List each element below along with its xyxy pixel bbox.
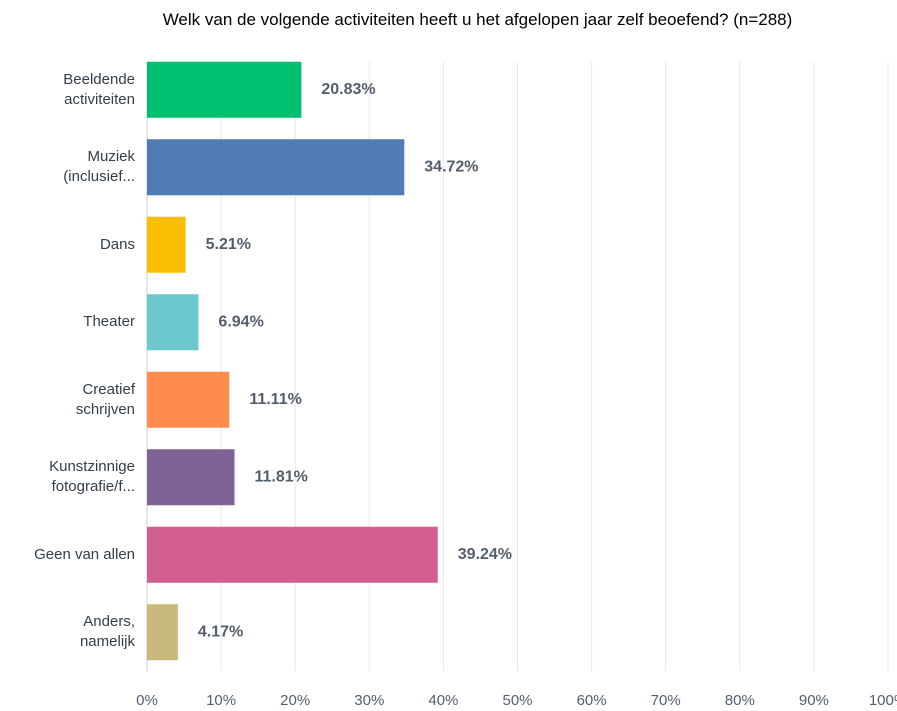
y-tick-label: Theater xyxy=(83,313,135,331)
x-tick-label: 70% xyxy=(651,692,681,709)
bar xyxy=(147,294,199,351)
y-tick-label: Anders, namelijk xyxy=(79,613,135,651)
value-label: 4.17% xyxy=(198,623,243,640)
x-tick-label: 0% xyxy=(136,692,158,709)
value-label: 5.21% xyxy=(206,236,251,253)
x-tick-label: 20% xyxy=(280,692,310,709)
y-tick-label: Kunstzinnige fotografie/f... xyxy=(49,458,135,496)
bar xyxy=(147,449,235,506)
bar xyxy=(147,139,405,196)
bar xyxy=(147,604,178,661)
value-label: 34.72% xyxy=(424,158,478,175)
bar xyxy=(147,526,438,583)
x-tick-label: 50% xyxy=(502,692,532,709)
y-tick-label: Dans xyxy=(99,235,135,253)
bar xyxy=(147,61,302,118)
x-tick-label: 30% xyxy=(354,692,384,709)
chart-title: Welk van de volgende activiteiten heeft … xyxy=(162,10,793,29)
value-label: 20.83% xyxy=(321,81,375,98)
value-label: 6.94% xyxy=(218,313,263,330)
x-tick-label: 80% xyxy=(725,692,755,709)
x-tick-label: 90% xyxy=(799,692,829,709)
value-label: 11.81% xyxy=(255,468,308,485)
x-tick-label: 100% xyxy=(869,692,897,709)
bar xyxy=(147,371,230,428)
value-label: 11.11% xyxy=(249,391,302,408)
y-tick-label: Geen van allen xyxy=(34,545,135,563)
x-tick-label: 10% xyxy=(206,692,236,709)
x-tick-label: 40% xyxy=(428,692,458,709)
y-tick-label: Beeldende activiteiten xyxy=(63,70,135,108)
y-tick-label: Creatief schrijven xyxy=(75,380,135,418)
x-tick-label: 60% xyxy=(577,692,607,709)
value-label: 39.24% xyxy=(458,546,512,563)
y-tick-label: Muziek (inclusief... xyxy=(63,148,135,186)
bar xyxy=(147,216,186,273)
